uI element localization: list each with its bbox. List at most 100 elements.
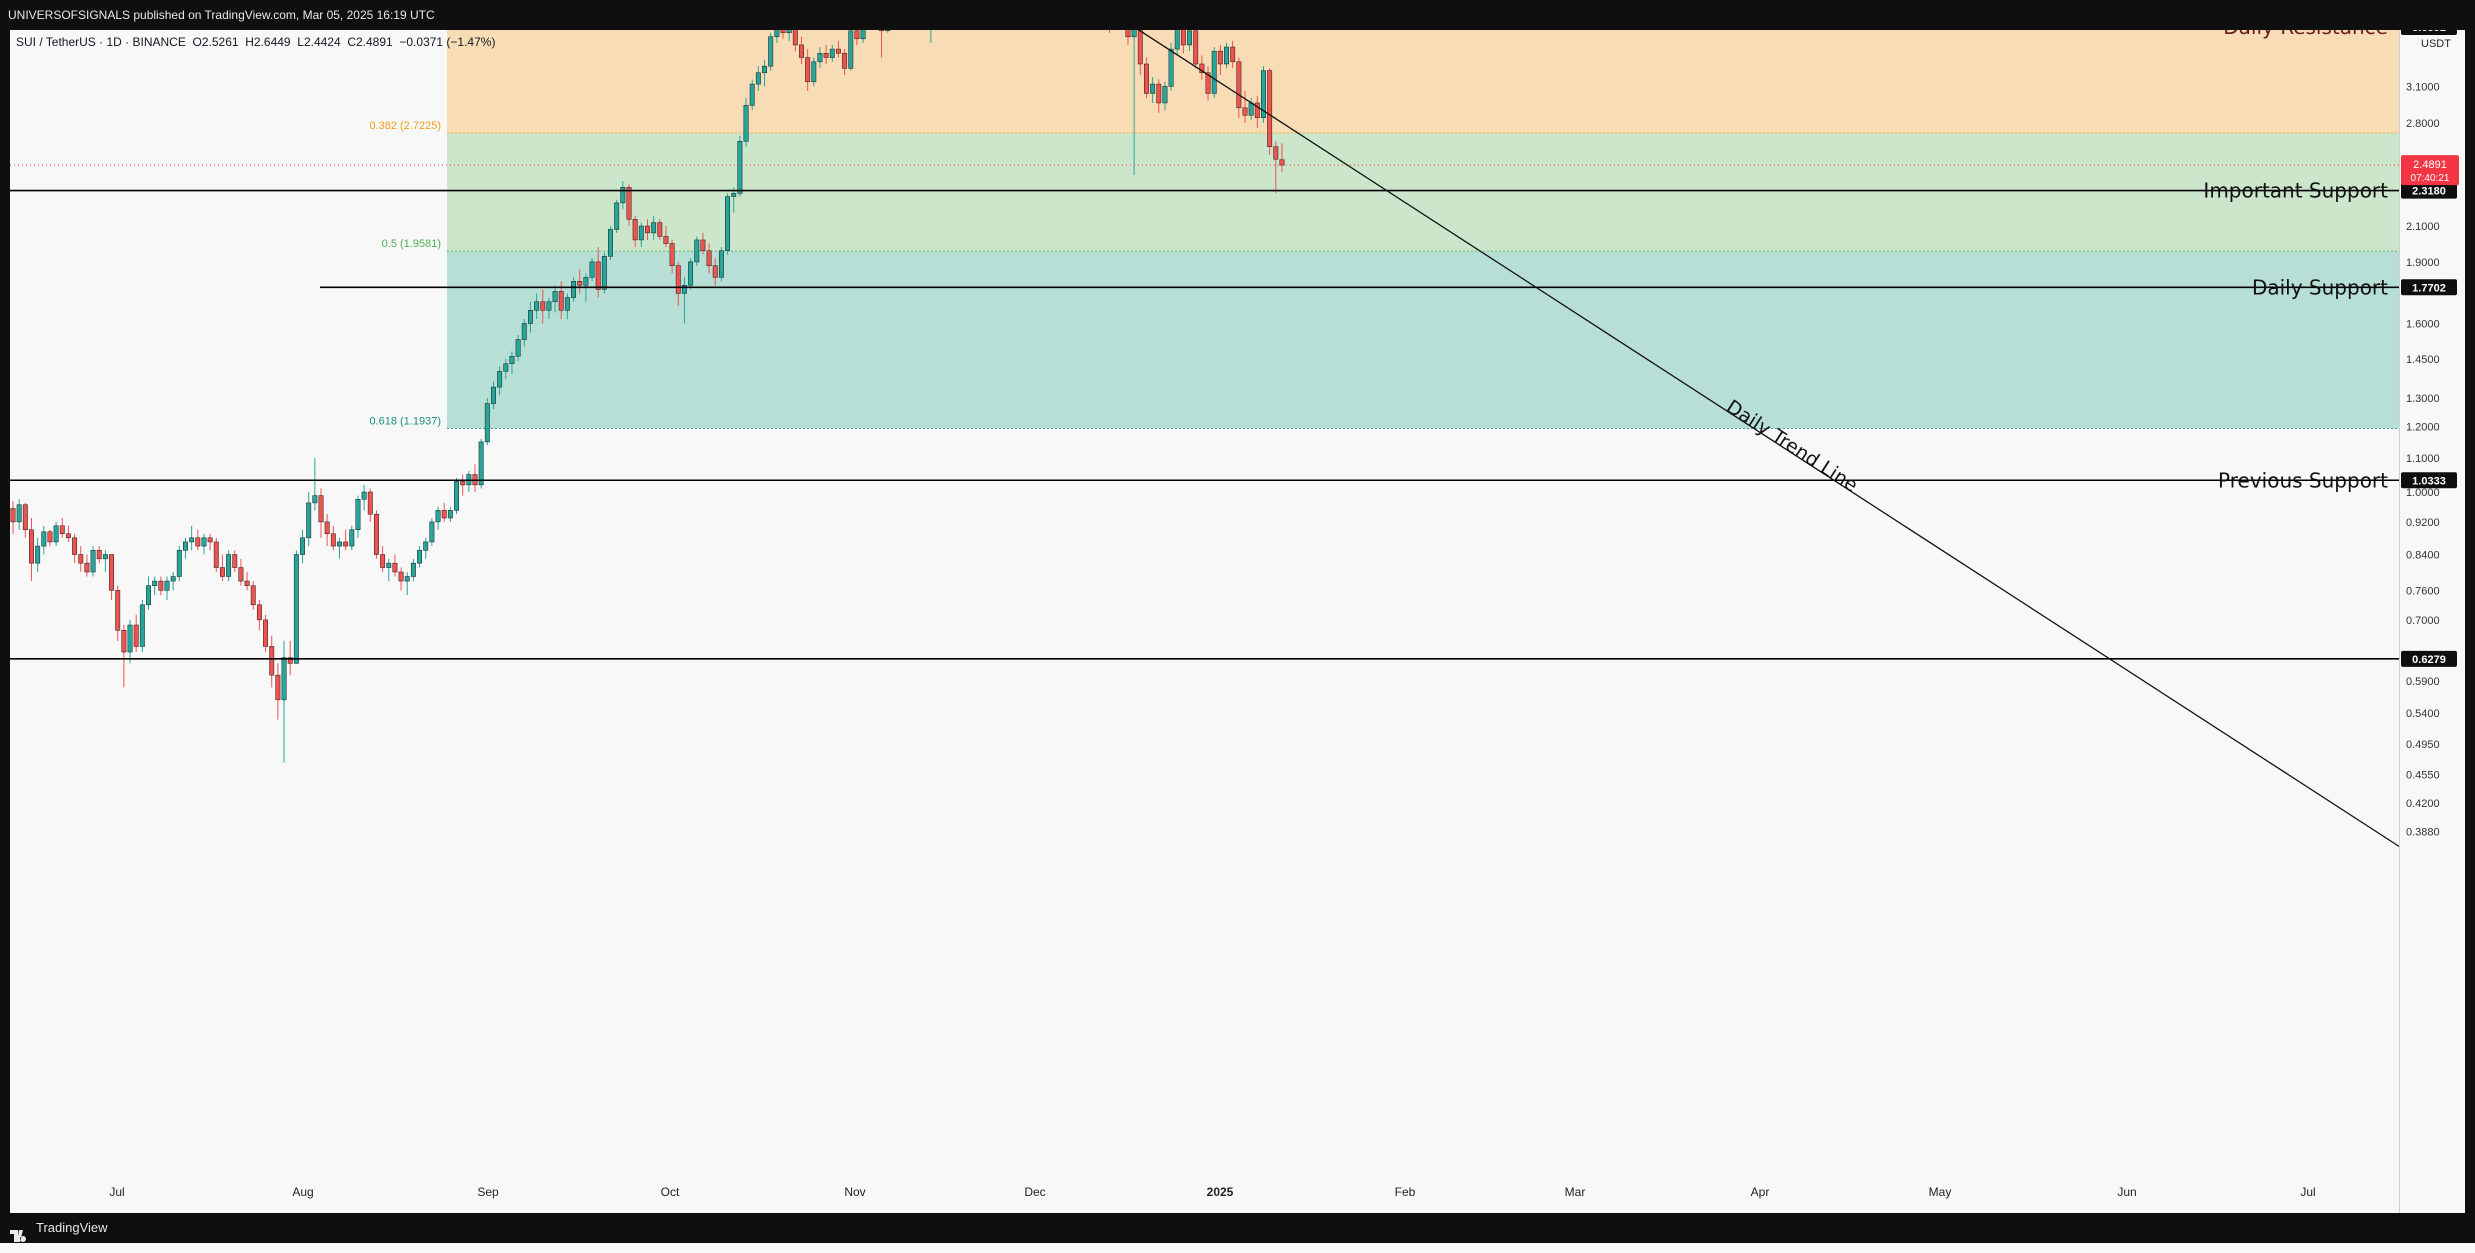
candle-body <box>96 550 102 560</box>
candle-body <box>29 529 34 564</box>
level-price-tag-text: 0.6279 <box>2412 654 2446 666</box>
candle-body <box>41 531 47 547</box>
level-price-tag-text: 1.0333 <box>2412 475 2446 487</box>
candle-body <box>1224 46 1229 65</box>
candle-body <box>164 580 170 591</box>
candle-body <box>269 646 275 676</box>
candle-body <box>743 105 749 142</box>
candle-body <box>534 301 540 311</box>
candle-body <box>429 521 435 543</box>
candle-body <box>10 508 16 523</box>
candle-body <box>238 567 244 582</box>
candle-body <box>1125 30 1131 38</box>
candle-body <box>256 604 262 621</box>
price-axis-background[interactable] <box>2400 30 2465 1213</box>
candle-body <box>491 386 496 404</box>
candle-body <box>392 562 398 573</box>
candle-body <box>343 541 349 547</box>
candle-body <box>373 513 379 555</box>
candle-body <box>645 225 650 234</box>
y-tick-label: 0.8400 <box>2406 550 2440 562</box>
candle-body <box>792 30 798 46</box>
candle-body <box>681 285 687 294</box>
candle-body <box>1236 61 1242 109</box>
candle-body <box>509 356 515 365</box>
candle-body <box>263 619 269 647</box>
publisher-text: UNIVERSOFSIGNALS published on TradingVie… <box>8 8 435 22</box>
price-chart[interactable]: 0 (5.1972)0.236 (3.6682)0.382 (2.7225)0.… <box>10 30 2465 1213</box>
fib-zone-05-0618 <box>447 251 2400 429</box>
footer-brand: TradingView <box>36 1220 108 1235</box>
candle-body <box>1156 83 1162 104</box>
candle-body <box>589 261 595 278</box>
level-label: Previous Support <box>2218 468 2388 492</box>
currency-label: USDT <box>2421 38 2451 50</box>
candle-body <box>663 236 669 244</box>
candle-body <box>1150 83 1156 94</box>
candle-body <box>349 529 355 547</box>
candle-body <box>201 537 207 547</box>
candle-body <box>355 498 361 531</box>
candle-body <box>1261 70 1266 119</box>
candle-body <box>170 576 176 582</box>
candle-body <box>102 554 108 560</box>
candle-body <box>78 554 84 564</box>
candle-body <box>786 30 792 34</box>
candle-body <box>287 657 293 664</box>
level-price-tag-text: 3.6591 <box>2412 30 2446 34</box>
candle-body <box>275 674 281 701</box>
y-tick-label: 1.0000 <box>2406 487 2440 499</box>
x-tick-label: Feb <box>1395 1185 1416 1199</box>
candle-body <box>632 219 638 241</box>
candle-body <box>484 403 490 443</box>
level-label: Daily Resistance <box>2223 30 2388 39</box>
daily-trend-line <box>1137 30 2401 848</box>
candle-body <box>318 495 324 523</box>
left-border <box>0 30 10 1213</box>
candle-body <box>503 363 509 372</box>
candle-body <box>183 541 188 551</box>
candle-body <box>848 30 854 69</box>
level-price-tag <box>2401 650 2457 667</box>
candle-body <box>817 53 823 63</box>
candle-body <box>799 44 804 58</box>
candle-body <box>1187 30 1193 46</box>
y-tick-label: 0.5400 <box>2406 708 2440 720</box>
x-tick-label: Aug <box>292 1185 313 1199</box>
candle-body <box>527 310 533 324</box>
candle-body <box>380 554 386 568</box>
candle-body <box>1168 48 1174 87</box>
candle-body <box>718 250 724 278</box>
candle-body <box>53 525 59 543</box>
candle-body <box>780 30 786 34</box>
y-tick-label: 1.1000 <box>2406 453 2440 465</box>
candle-body <box>706 250 712 266</box>
candle-body <box>35 545 41 564</box>
candle-body <box>337 541 342 547</box>
candle-body <box>1199 63 1205 74</box>
candle-body <box>571 281 577 298</box>
candle-body <box>608 229 613 257</box>
candle-body <box>1193 30 1199 65</box>
tradingview-logo-icon <box>10 1223 30 1242</box>
candle-body <box>16 504 22 523</box>
level-price-tag <box>2401 472 2457 489</box>
x-tick-label: Sep <box>477 1185 499 1199</box>
candle-body <box>694 239 700 263</box>
y-tick-label: 3.1000 <box>2406 81 2440 93</box>
candle-body <box>842 53 848 69</box>
y-tick-label: 0.4550 <box>2406 769 2440 781</box>
candle-body <box>176 550 182 577</box>
candle-body <box>207 537 213 543</box>
candle-body <box>675 265 681 294</box>
y-tick-label: 0.5900 <box>2406 676 2440 688</box>
y-tick-label: 1.4500 <box>2406 354 2440 366</box>
candle-body <box>22 504 28 531</box>
candle-body <box>226 554 232 577</box>
candle-body <box>244 580 250 586</box>
y-tick-label: 0.3880 <box>2406 826 2440 838</box>
candle-body <box>1205 72 1211 94</box>
candle-body <box>540 301 546 311</box>
candle-body <box>330 533 336 547</box>
ohlc-close: C2.4891 <box>347 35 393 49</box>
